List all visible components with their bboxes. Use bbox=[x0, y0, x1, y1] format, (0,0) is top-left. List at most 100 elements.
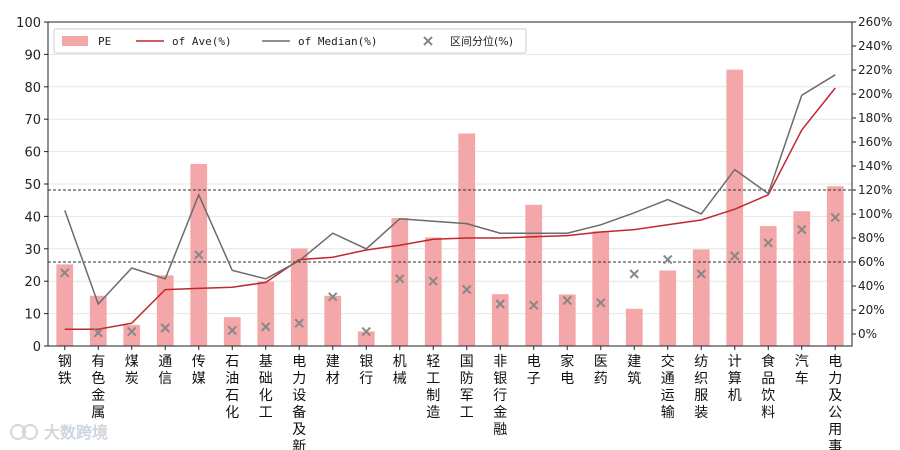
pe-bars bbox=[56, 69, 844, 347]
left-tick-label: 90 bbox=[24, 48, 41, 63]
category-label: 有色金属 bbox=[91, 354, 105, 421]
pe-bar bbox=[759, 226, 777, 346]
marker-stroke bbox=[227, 325, 237, 336]
marker-stroke bbox=[93, 328, 103, 338]
category-label: 电力设备及新 bbox=[292, 354, 306, 450]
category-label: 非银行金融 bbox=[493, 354, 507, 438]
quantile-marker bbox=[462, 284, 472, 295]
pe-bar bbox=[424, 237, 442, 346]
right-tick-label: 160% bbox=[858, 135, 892, 149]
legend-swatch bbox=[62, 36, 88, 46]
quantile-marker bbox=[428, 276, 438, 286]
marker-stroke bbox=[294, 318, 304, 328]
left-tick-label: 0 bbox=[33, 340, 41, 355]
legend-label: PE bbox=[98, 35, 111, 48]
quantile-marker bbox=[361, 326, 371, 337]
right-tick-label: 40% bbox=[858, 279, 885, 293]
quantile-marker bbox=[562, 295, 572, 306]
pe-bar bbox=[257, 281, 275, 346]
left-tick-label: 70 bbox=[24, 113, 41, 128]
pe-bar bbox=[558, 294, 576, 346]
pe-bar bbox=[391, 218, 409, 346]
marker-stroke bbox=[562, 295, 572, 306]
quantile-marker bbox=[797, 224, 807, 235]
left-tick-label: 40 bbox=[24, 210, 41, 225]
marker-stroke bbox=[361, 326, 371, 337]
median-line bbox=[64, 74, 836, 306]
quantile-marker bbox=[830, 212, 840, 223]
marker-stroke bbox=[696, 269, 706, 279]
category-label: 煤炭 bbox=[125, 354, 139, 387]
right-tick-label: 80% bbox=[858, 231, 885, 245]
category-label: 石油石化 bbox=[225, 354, 239, 421]
left-tick-label: 80 bbox=[24, 81, 41, 96]
quantile-marker bbox=[529, 300, 539, 310]
pe-bar bbox=[324, 295, 342, 346]
quantile-markers bbox=[60, 212, 840, 338]
quantile-marker bbox=[227, 325, 237, 336]
watermark: 大数跨境 bbox=[10, 423, 108, 442]
pe-bar bbox=[659, 270, 677, 346]
right-tick-label: 140% bbox=[858, 159, 892, 173]
pe-bar bbox=[290, 248, 308, 346]
category-label: 建筑 bbox=[627, 354, 641, 387]
quantile-marker bbox=[395, 274, 405, 284]
series-lines bbox=[64, 74, 836, 330]
right-tick-label: 20% bbox=[858, 303, 885, 317]
category-label: 通信 bbox=[158, 354, 172, 387]
category-label: 银行 bbox=[359, 354, 373, 387]
marker-stroke bbox=[60, 268, 70, 278]
right-tick-label: 220% bbox=[858, 63, 892, 77]
quantile-marker bbox=[629, 269, 639, 279]
marker-stroke bbox=[160, 323, 170, 333]
quantile-marker bbox=[328, 292, 338, 302]
pe-bar bbox=[123, 324, 141, 346]
legend: PE of Ave(%) of Median(%) 区间分位(%) bbox=[53, 28, 527, 54]
pe-bar bbox=[156, 275, 174, 346]
pe-bar bbox=[692, 249, 710, 346]
marker-stroke bbox=[395, 274, 405, 284]
axes: 0 10 20 30 40 50 60 70 80 90 100 0% 20% 40% 60% 80% 100%… bbox=[16, 15, 892, 355]
right-tick-label: 0% bbox=[858, 327, 877, 341]
right-tick-label: 240% bbox=[858, 39, 892, 53]
left-tick-label: 10 bbox=[24, 308, 41, 323]
legend-swatch bbox=[423, 36, 433, 46]
pe-bar bbox=[625, 308, 643, 346]
pe-bar bbox=[56, 264, 74, 346]
quantile-marker bbox=[294, 318, 304, 328]
category-label: 家电 bbox=[560, 353, 574, 387]
marker-stroke bbox=[663, 254, 673, 265]
category-label: 电力及公用事 bbox=[828, 354, 842, 450]
quantile-marker bbox=[763, 238, 773, 248]
marker-stroke bbox=[328, 292, 338, 302]
quantile-marker bbox=[596, 298, 606, 308]
left-tick-label: 20 bbox=[24, 275, 41, 290]
marker-stroke bbox=[194, 250, 204, 260]
right-tick-label: 180% bbox=[858, 111, 892, 125]
ave-line bbox=[64, 87, 836, 330]
marker-stroke bbox=[797, 224, 807, 235]
category-label: 食品饮料 bbox=[761, 353, 775, 421]
pe-bar bbox=[525, 204, 543, 346]
quantile-marker bbox=[495, 299, 505, 309]
marker-stroke bbox=[596, 298, 606, 308]
left-tick-label: 100 bbox=[16, 16, 41, 31]
reference-lines bbox=[48, 189, 852, 263]
quantile-marker bbox=[730, 251, 740, 261]
legend-item: of Ave(%) bbox=[136, 35, 232, 48]
category-label: 国防军工 bbox=[460, 354, 474, 421]
category-label: 计算机 bbox=[728, 354, 742, 404]
category-label: 纺织服装 bbox=[694, 354, 708, 421]
right-tick-label: 100% bbox=[858, 207, 892, 221]
pe-bar bbox=[793, 211, 811, 346]
legend-label: 区间分位(%) bbox=[450, 34, 513, 48]
legend-item: PE bbox=[62, 35, 111, 48]
legend-item: 区间分位(%) bbox=[423, 34, 513, 48]
marker-stroke bbox=[830, 212, 840, 223]
watermark-logo-ring bbox=[10, 424, 26, 440]
marker-stroke bbox=[495, 299, 505, 309]
pe-bar bbox=[592, 231, 610, 346]
legend-label: of Ave(%) bbox=[172, 35, 232, 48]
pe-bar bbox=[826, 186, 844, 346]
